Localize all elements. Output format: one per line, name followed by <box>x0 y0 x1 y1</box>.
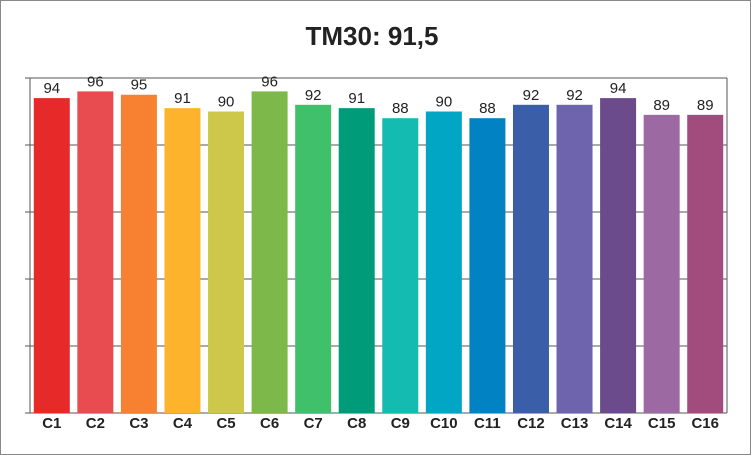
value-label: 92 <box>566 87 583 104</box>
x-tick-label: C15 <box>648 415 676 432</box>
bar <box>425 111 462 413</box>
bar <box>382 118 419 413</box>
bar <box>120 94 157 413</box>
value-label: 89 <box>697 97 714 114</box>
x-tick-label: C9 <box>391 415 410 432</box>
value-label: 96 <box>261 73 278 90</box>
value-label: 91 <box>348 90 365 107</box>
value-label: 91 <box>174 90 191 107</box>
x-tick-label: C10 <box>430 415 458 432</box>
x-tick-label: C5 <box>216 415 235 432</box>
bar <box>33 98 70 413</box>
x-tick-label: C6 <box>260 415 279 432</box>
value-label: 88 <box>479 100 496 117</box>
bar <box>251 91 288 414</box>
value-label: 88 <box>392 100 409 117</box>
bar <box>77 91 114 414</box>
bar <box>600 98 637 413</box>
bar <box>295 104 332 414</box>
value-label: 94 <box>43 80 60 97</box>
value-label: 90 <box>436 93 453 110</box>
bar <box>208 111 245 413</box>
value-label: 95 <box>131 77 148 94</box>
x-tick-label: C1 <box>42 415 61 432</box>
x-tick-label: C8 <box>347 415 366 432</box>
bar <box>687 114 724 413</box>
chart-title: TM30: 91,5 <box>306 21 439 51</box>
value-label: 89 <box>653 97 670 114</box>
value-label: 94 <box>610 80 627 97</box>
x-tick-label: C3 <box>129 415 148 432</box>
x-tick-label: C12 <box>517 415 545 432</box>
value-label: 92 <box>523 87 540 104</box>
x-tick-label: C7 <box>304 415 323 432</box>
bar <box>164 108 201 414</box>
x-tick-label: C14 <box>604 415 632 432</box>
value-label: 90 <box>218 93 235 110</box>
bar <box>643 114 680 413</box>
value-label: 96 <box>87 73 104 90</box>
value-label: 92 <box>305 87 322 104</box>
bar <box>556 104 593 414</box>
x-tick-label: C2 <box>86 415 105 432</box>
x-tick-label: C13 <box>561 415 589 432</box>
bar <box>338 108 375 414</box>
x-tick-label: C16 <box>691 415 719 432</box>
x-tick-label: C4 <box>173 415 193 432</box>
bar <box>469 118 506 413</box>
x-tick-label: C11 <box>474 415 501 432</box>
bar <box>512 104 549 414</box>
